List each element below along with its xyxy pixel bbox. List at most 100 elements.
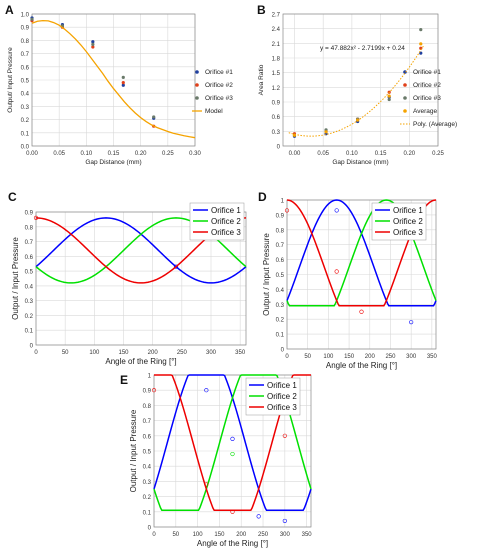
x-tick-label: 0.00 — [289, 151, 301, 157]
y-tick-label: 0.7 — [276, 243, 285, 249]
y-tick-label: 0.3 — [25, 299, 34, 305]
y-tick-label: 0.4 — [276, 288, 285, 294]
legend-entry: Orifice #3 — [413, 95, 441, 102]
x-tick-label: 0.15 — [108, 151, 120, 157]
x-tick-label: 0 — [285, 354, 289, 360]
y-tick-label: 0.1 — [143, 510, 152, 516]
y-tick-label: 0.6 — [25, 255, 34, 261]
y-tick-label: 1.8 — [272, 57, 281, 63]
x-tick-label: 0.00 — [26, 151, 38, 157]
plot-frame — [31, 13, 196, 147]
plot-frame — [35, 211, 247, 346]
data-point — [91, 42, 95, 46]
measured-point — [33, 215, 39, 221]
measured-point — [256, 514, 261, 519]
y-tick-label: 0.7 — [25, 240, 34, 246]
x-tick-label: 0.20 — [403, 151, 415, 157]
y-tick-label: 0.1 — [21, 131, 30, 137]
chart-panel-a: 0.0 0.1 0.2 0.3 0.4 0.5 0.6 0.7 0.8 0.9 1.0 0.00 0.0… — [5, 3, 233, 166]
data-point — [30, 17, 34, 21]
x-tick-label: 0.30 — [189, 151, 201, 157]
y-tick-label: 0.9 — [143, 389, 152, 395]
x-tick-label: 50 — [172, 532, 179, 538]
x-tick-label: 150 — [118, 350, 129, 356]
legend-entry: Orifice 3 — [267, 403, 297, 412]
y-tick-label: 0.5 — [143, 450, 152, 456]
x-tick-label: 350 — [427, 354, 438, 360]
measured-point — [282, 518, 287, 524]
x-tick-label: 200 — [365, 354, 376, 360]
x-tick-label: 350 — [235, 350, 246, 356]
measured-point — [334, 269, 339, 274]
chart-panel-c: 0 0.1 0.2 0.3 0.4 0.5 0.6 0.7 0.8 0.9 0 50 100 150 200… — [8, 190, 247, 366]
legend-entry: Orifice 2 — [211, 217, 241, 226]
y-axis-label: Area Ratio — [258, 64, 265, 95]
data-point — [419, 28, 423, 32]
chart-panel-e: 0 0.1 0.2 0.3 0.4 0.5 0.6 0.7 0.8 0.9 1 0 50 100 150 20… — [120, 373, 312, 548]
measured-point — [204, 482, 209, 487]
series-line-model — [31, 19, 196, 139]
legend-entry: Orifice #1 — [413, 69, 441, 76]
y-tick-label: 0.9 — [25, 211, 34, 217]
legend-dot-marker — [195, 70, 199, 74]
x-tick-label: 0.25 — [162, 151, 174, 157]
y-tick-label: 0.3 — [21, 105, 30, 111]
y-tick-label: 0.8 — [25, 225, 34, 231]
y-tick-label: 2.1 — [272, 42, 281, 48]
y-tick-label: 1 — [148, 374, 152, 380]
legend-entry: Orifice 1 — [211, 206, 241, 215]
y-tick-label: 1.5 — [272, 71, 281, 77]
x-tick-label: 0.10 — [346, 151, 358, 157]
x-tick-label: 200 — [148, 350, 159, 356]
measured-point — [173, 264, 179, 269]
y-axis-label: Output/ Input Pressure — [7, 47, 14, 113]
y-tick-label: 0.4 — [143, 465, 152, 471]
y-tick-label: 0.2 — [276, 318, 285, 324]
plot-frame — [286, 199, 437, 350]
x-tick-label: 250 — [385, 354, 396, 360]
x-tick-label: 100 — [193, 532, 204, 538]
x-tick-label: 0.05 — [53, 151, 65, 157]
x-tick-label: 50 — [62, 350, 69, 356]
x-tick-label: 100 — [89, 350, 100, 356]
measured-point — [282, 433, 287, 438]
measured-point — [359, 309, 364, 314]
measured-point — [409, 320, 414, 325]
panel-letter: B — [257, 3, 266, 17]
legend-entry: Orifice #2 — [413, 82, 441, 89]
y-tick-label: 0.9 — [276, 213, 285, 219]
legend-dot-marker — [195, 96, 199, 100]
legend-dot-marker — [403, 83, 407, 87]
equation-annotation: y = 47.882x² - 2.7199x + 0.24 — [320, 45, 405, 52]
legend-entry: Orifice 2 — [393, 217, 423, 226]
y-tick-label: 0.4 — [25, 284, 34, 290]
legend-entry: Orifice #1 — [205, 69, 233, 76]
x-tick-label: 0 — [34, 350, 38, 356]
legend-dot-marker — [403, 109, 407, 113]
plot-frame — [153, 374, 312, 528]
x-tick-label: 250 — [258, 532, 269, 538]
measured-point — [284, 208, 290, 213]
x-axis-label: Gap Distance (mm) — [332, 159, 388, 166]
y-tick-label: 1.0 — [21, 13, 30, 19]
chart-panel-b: 0 0.3 0.6 0.9 1.2 1.5 1.8 2.1 2.4 2.7 0.00 0.05 0.10… — [257, 3, 457, 166]
x-tick-label: 0 — [152, 532, 156, 538]
data-point — [387, 97, 391, 102]
y-tick-label: 0.4 — [21, 92, 30, 98]
legend-entry: Model — [205, 108, 223, 115]
x-tick-label: 0.10 — [80, 151, 92, 157]
y-tick-label: 0.2 — [143, 495, 152, 501]
x-tick-label: 100 — [323, 354, 334, 360]
panel-letter: D — [258, 190, 267, 204]
data-point — [121, 75, 125, 79]
x-tick-label: 300 — [280, 532, 291, 538]
legend-entry: Orifice 3 — [393, 228, 423, 237]
y-tick-label: 0.6 — [143, 434, 152, 440]
data-point — [91, 45, 95, 49]
y-tick-label: 0.3 — [272, 130, 281, 136]
panel-letter: C — [8, 190, 17, 204]
legend-entry: Poly. (Average) — [413, 121, 457, 128]
data-point — [91, 40, 95, 44]
legend-entry: Orifice #3 — [205, 95, 233, 102]
y-tick-label: 2.7 — [272, 13, 281, 19]
